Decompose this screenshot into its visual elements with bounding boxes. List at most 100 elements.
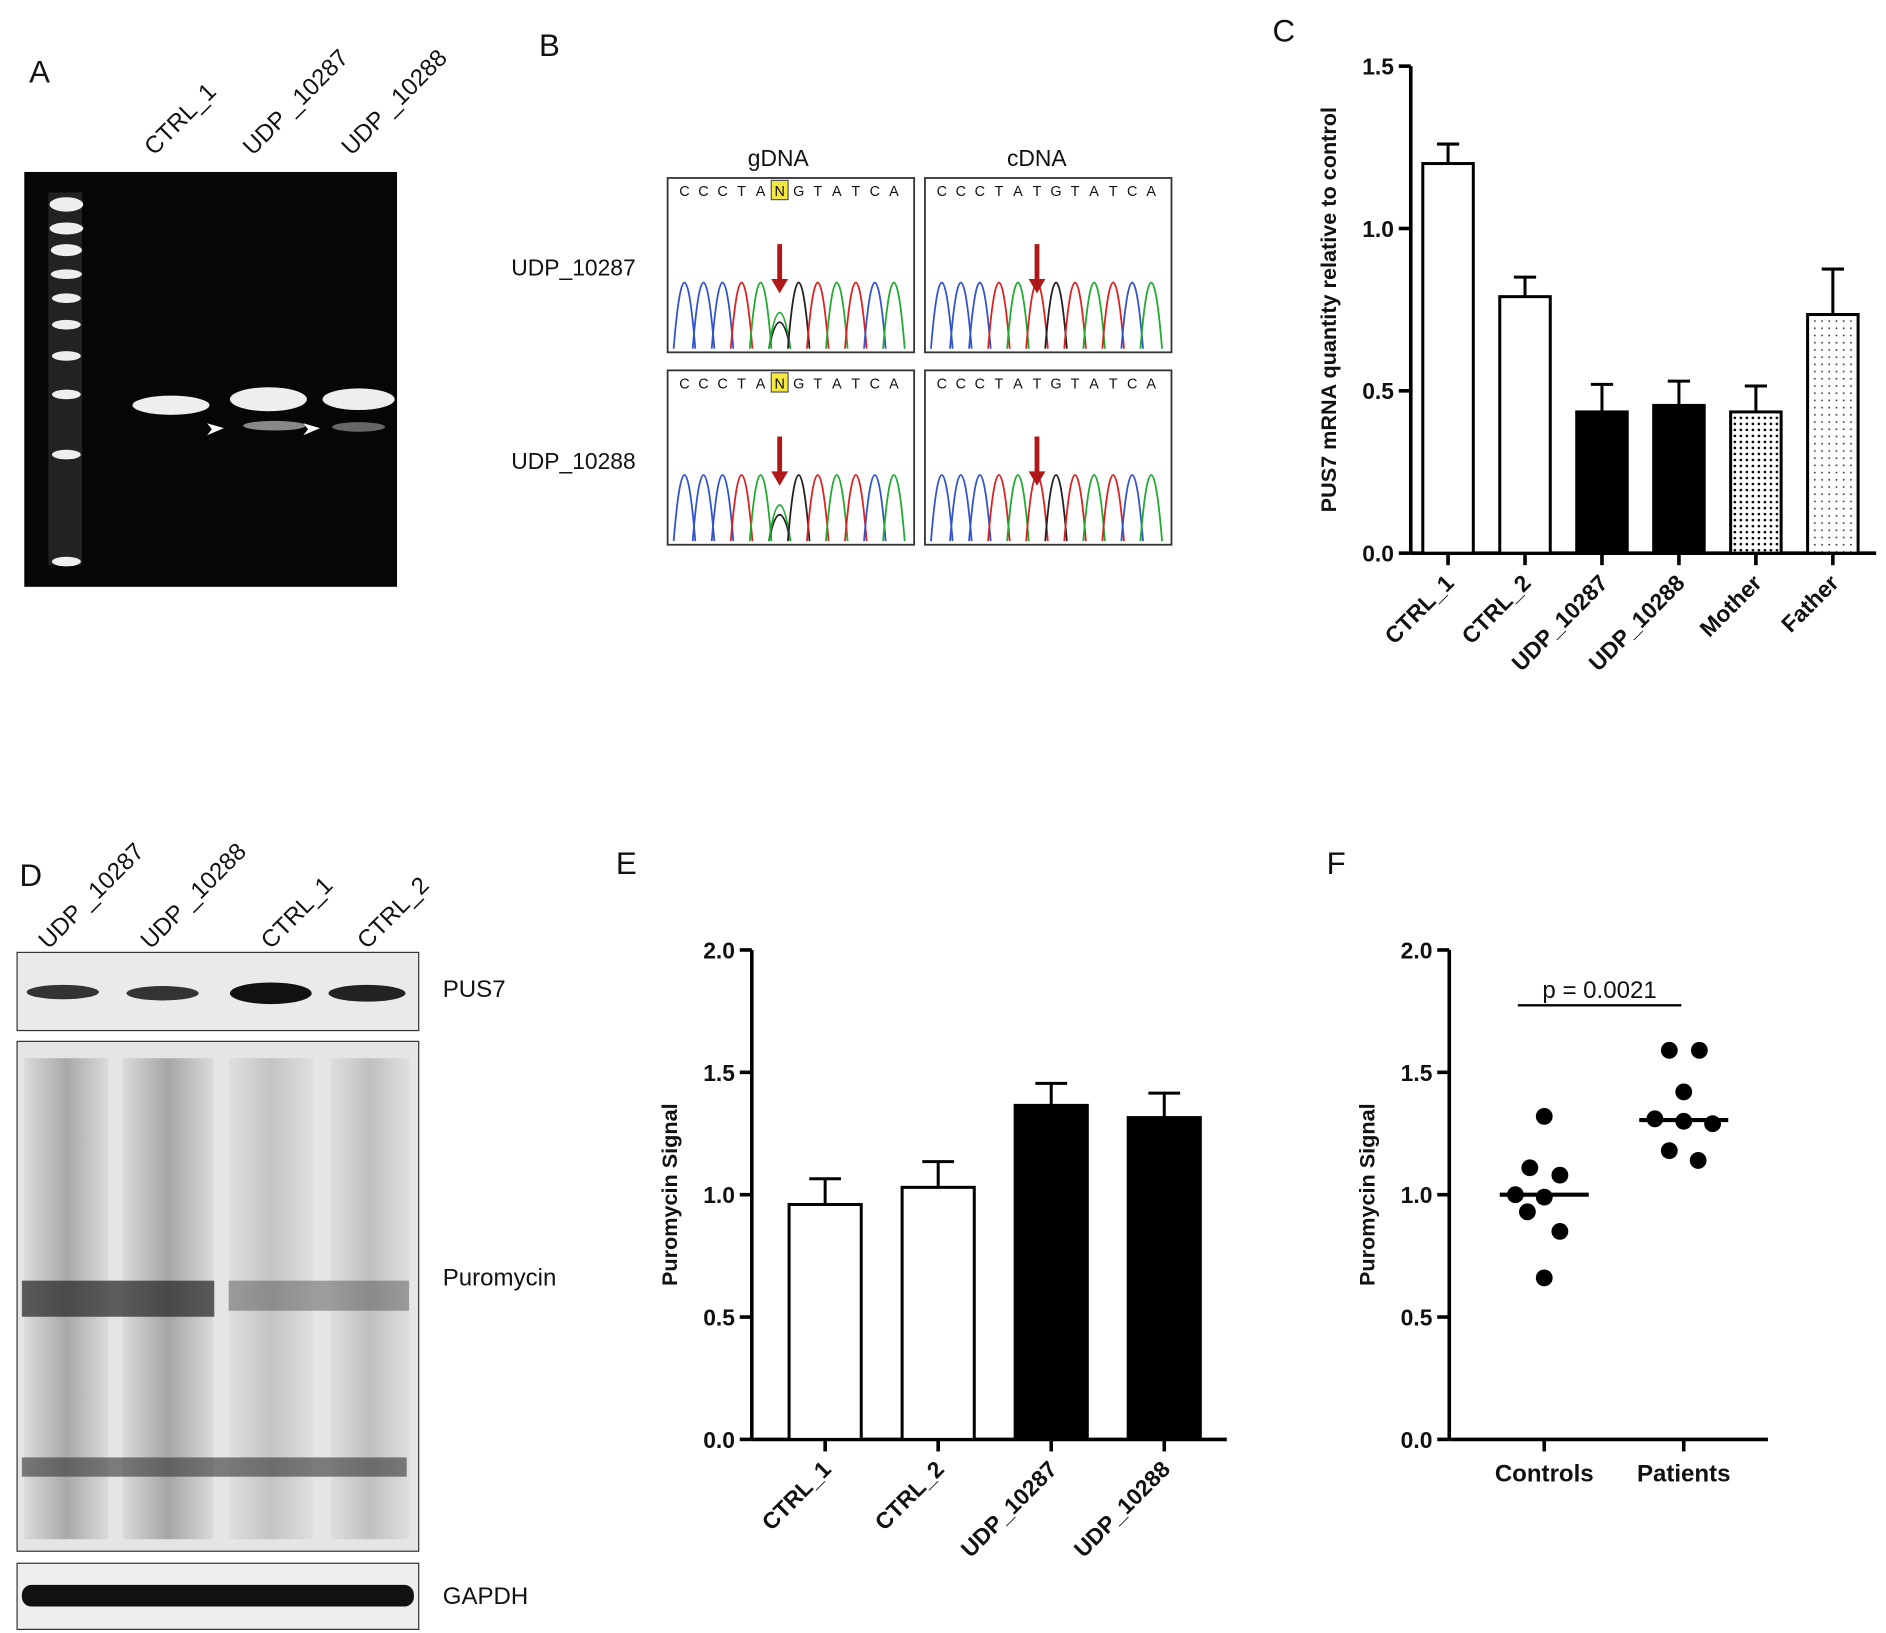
point <box>1521 1159 1539 1177</box>
y-tick-label: 2.0 <box>1401 937 1433 963</box>
chromatogram-peak <box>1044 281 1068 349</box>
panel-label: C <box>1272 14 1295 49</box>
panel-label: E <box>616 846 637 881</box>
chromatogram-peak <box>786 474 811 542</box>
base-letter: C <box>717 376 727 392</box>
chromatogram-peak <box>844 474 868 542</box>
base-letter: T <box>1109 376 1118 392</box>
bar <box>900 1185 976 1441</box>
x-tick-label: CTRL_1 <box>1379 569 1459 649</box>
bar <box>1806 313 1860 555</box>
y-tick-label: 2.0 <box>703 937 735 963</box>
chromatogram-peak <box>987 281 1011 349</box>
base-letter: A <box>832 184 842 200</box>
base-letter: T <box>813 376 822 392</box>
base-letter: A <box>1089 184 1099 200</box>
chromatogram-peak <box>672 474 697 542</box>
chromatogram-peak <box>1120 474 1144 542</box>
chromatogram-peak <box>1082 474 1106 542</box>
base-letter: C <box>1127 184 1137 200</box>
y-tick-label: 1.0 <box>1401 1182 1433 1208</box>
base-letter: T <box>1033 376 1042 392</box>
chromatogram-peak <box>1139 281 1163 349</box>
chromatogram-peak <box>1006 281 1030 349</box>
x-tick-label: UDP_10287 <box>956 1456 1062 1562</box>
base-letter: T <box>851 376 860 392</box>
x-tick-label: CTRL_2 <box>870 1456 949 1535</box>
chromatogram-frames <box>666 177 1173 546</box>
bar <box>1729 410 1783 555</box>
base-letter: C <box>956 376 966 392</box>
chromatogram-peak <box>1139 474 1163 542</box>
point <box>1660 1142 1678 1160</box>
point <box>1535 1107 1553 1125</box>
base-letter: A <box>1089 376 1099 392</box>
x-tick-label: UDP_10288 <box>1069 1456 1175 1562</box>
chromatogram-peak <box>1063 474 1087 542</box>
ambiguous-base-highlight <box>770 372 789 393</box>
chromatogram-peak <box>1101 474 1125 542</box>
x-tick-label: Mother <box>1694 569 1766 641</box>
bar <box>1575 410 1629 555</box>
base-letter: C <box>870 376 880 392</box>
base-letter: T <box>737 376 746 392</box>
base-letter: N <box>774 376 784 392</box>
chromatogram-peak <box>1006 474 1030 542</box>
base-letter: A <box>1146 184 1156 200</box>
base-letter: C <box>698 376 708 392</box>
y-tick-label: 0.0 <box>703 1427 735 1453</box>
panel-label: D <box>19 858 42 893</box>
y-axis-label: PUS7 mRNA quantity relative to control <box>1316 107 1341 512</box>
chromatogram-peak <box>806 474 830 542</box>
base-letter: T <box>737 184 746 200</box>
lane-label: UDP _10288 <box>136 838 252 954</box>
blot-label: PUS7 <box>443 976 506 1003</box>
y-tick-label: 0.5 <box>1362 378 1394 404</box>
chromatogram-peak <box>863 281 887 349</box>
chromatogram-peak <box>1101 281 1125 349</box>
base-letter: G <box>1050 184 1061 200</box>
base-letter: C <box>717 184 727 200</box>
base-letter: G <box>793 376 804 392</box>
y-tick-label: 1.5 <box>703 1060 735 1086</box>
chromatogram-peak <box>691 281 716 349</box>
x-tick-label: Patients <box>1637 1460 1731 1487</box>
point <box>1689 1152 1707 1169</box>
y-tick-label: 1.0 <box>1362 216 1394 242</box>
base-letter: C <box>679 184 689 200</box>
lane-label: UDP _10288 <box>337 44 453 160</box>
gel-image <box>24 171 398 587</box>
panel-label: B <box>539 28 560 63</box>
base-letter: A <box>1146 376 1156 392</box>
base-letter: T <box>813 184 822 200</box>
blot-bands <box>21 982 414 1607</box>
y-tick-label: 1.0 <box>703 1182 735 1208</box>
bar <box>1013 1103 1089 1441</box>
base-letter: T <box>995 376 1004 392</box>
base-letter: C <box>698 184 708 200</box>
bar <box>787 1202 863 1441</box>
base-letter: A <box>832 376 842 392</box>
base-letter: A <box>756 184 766 200</box>
panel-label: A <box>29 55 50 90</box>
point <box>1518 1203 1536 1221</box>
y-tick-label: 0.0 <box>1401 1427 1433 1453</box>
base-letter: C <box>679 376 689 392</box>
chromatogram-peak <box>748 281 773 349</box>
blot-label: GAPDH <box>443 1583 529 1610</box>
y-axis-label: Puromycin Signal <box>657 1103 682 1286</box>
chromatogram-peak <box>882 474 906 542</box>
bar <box>1498 295 1552 555</box>
base-letter: T <box>995 184 1004 200</box>
chromatogram-peak <box>729 281 754 349</box>
base-letter: T <box>1109 184 1118 200</box>
lane-label: UDP _10287 <box>33 838 149 954</box>
base-letter: A <box>1013 376 1023 392</box>
lane-label: CTRL_1 <box>256 872 338 954</box>
chromatogram-peak <box>987 474 1011 542</box>
point <box>1551 1166 1569 1184</box>
base-letter: A <box>1013 184 1023 200</box>
y-tick-label: 0.5 <box>703 1304 735 1330</box>
bar <box>1421 162 1475 555</box>
chromatogram-peak <box>825 474 849 542</box>
